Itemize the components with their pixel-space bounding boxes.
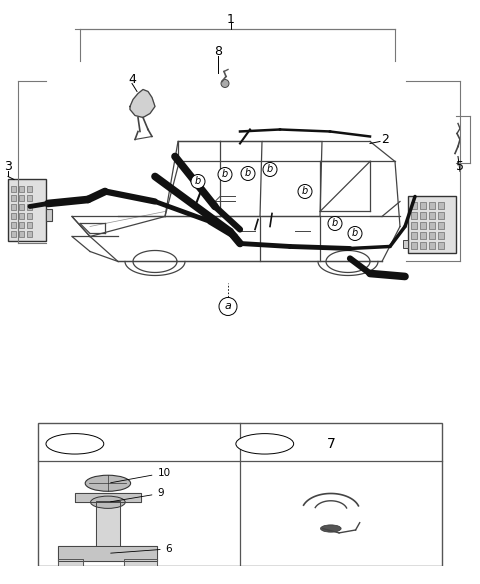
FancyBboxPatch shape (429, 223, 435, 230)
Text: b: b (245, 168, 251, 179)
FancyBboxPatch shape (411, 213, 417, 220)
Circle shape (348, 227, 362, 241)
Text: 10: 10 (110, 468, 170, 483)
FancyBboxPatch shape (420, 242, 426, 249)
FancyBboxPatch shape (420, 203, 426, 210)
Circle shape (328, 217, 342, 231)
Circle shape (321, 525, 341, 532)
Circle shape (191, 175, 205, 189)
FancyBboxPatch shape (19, 196, 24, 201)
Text: 3: 3 (4, 160, 12, 173)
Text: 6: 6 (111, 544, 172, 554)
Text: 7: 7 (326, 437, 335, 451)
Text: a: a (71, 437, 79, 450)
Text: b: b (352, 228, 358, 238)
FancyBboxPatch shape (11, 186, 16, 193)
FancyBboxPatch shape (46, 210, 52, 221)
Circle shape (263, 162, 277, 176)
FancyBboxPatch shape (11, 214, 16, 220)
Circle shape (91, 496, 125, 508)
Text: 1: 1 (227, 13, 235, 26)
FancyBboxPatch shape (411, 242, 417, 249)
Circle shape (236, 433, 294, 454)
FancyBboxPatch shape (27, 204, 32, 210)
FancyBboxPatch shape (27, 186, 32, 193)
Polygon shape (307, 495, 355, 527)
Circle shape (221, 79, 229, 88)
FancyBboxPatch shape (420, 213, 426, 220)
FancyBboxPatch shape (438, 213, 444, 220)
FancyBboxPatch shape (438, 242, 444, 249)
Polygon shape (75, 493, 141, 502)
FancyBboxPatch shape (438, 223, 444, 230)
FancyBboxPatch shape (8, 179, 46, 241)
Text: b: b (302, 186, 308, 196)
Polygon shape (96, 501, 120, 546)
FancyBboxPatch shape (411, 232, 417, 239)
Text: b: b (222, 169, 228, 179)
FancyBboxPatch shape (420, 223, 426, 230)
FancyBboxPatch shape (438, 232, 444, 239)
Polygon shape (59, 546, 157, 561)
Text: a: a (225, 301, 231, 311)
Circle shape (241, 166, 255, 180)
Circle shape (298, 185, 312, 199)
Text: b: b (195, 176, 201, 186)
Text: 9: 9 (111, 488, 164, 502)
Circle shape (46, 433, 104, 454)
FancyBboxPatch shape (19, 186, 24, 193)
FancyBboxPatch shape (11, 223, 16, 228)
FancyBboxPatch shape (27, 214, 32, 220)
FancyBboxPatch shape (438, 203, 444, 210)
Text: 2: 2 (381, 133, 389, 146)
FancyBboxPatch shape (411, 223, 417, 230)
FancyBboxPatch shape (27, 223, 32, 228)
FancyBboxPatch shape (411, 203, 417, 210)
Text: b: b (261, 437, 269, 450)
FancyBboxPatch shape (429, 213, 435, 220)
FancyBboxPatch shape (11, 196, 16, 201)
Text: b: b (267, 165, 273, 175)
FancyBboxPatch shape (19, 214, 24, 220)
FancyBboxPatch shape (429, 203, 435, 210)
Polygon shape (130, 89, 155, 117)
FancyBboxPatch shape (403, 241, 408, 248)
FancyBboxPatch shape (38, 423, 442, 566)
FancyBboxPatch shape (19, 204, 24, 210)
Text: b: b (332, 218, 338, 228)
Polygon shape (124, 559, 157, 566)
FancyBboxPatch shape (27, 231, 32, 238)
Circle shape (219, 297, 237, 315)
Text: 5: 5 (456, 160, 464, 173)
FancyBboxPatch shape (11, 231, 16, 238)
FancyBboxPatch shape (11, 204, 16, 210)
Circle shape (218, 168, 232, 182)
Circle shape (85, 475, 131, 491)
FancyBboxPatch shape (429, 242, 435, 249)
FancyBboxPatch shape (420, 232, 426, 239)
Polygon shape (59, 559, 83, 566)
Text: 4: 4 (128, 73, 136, 86)
FancyBboxPatch shape (19, 223, 24, 228)
FancyBboxPatch shape (19, 231, 24, 238)
Text: 8: 8 (214, 45, 222, 58)
FancyBboxPatch shape (429, 232, 435, 239)
FancyBboxPatch shape (408, 196, 456, 253)
FancyBboxPatch shape (27, 196, 32, 201)
